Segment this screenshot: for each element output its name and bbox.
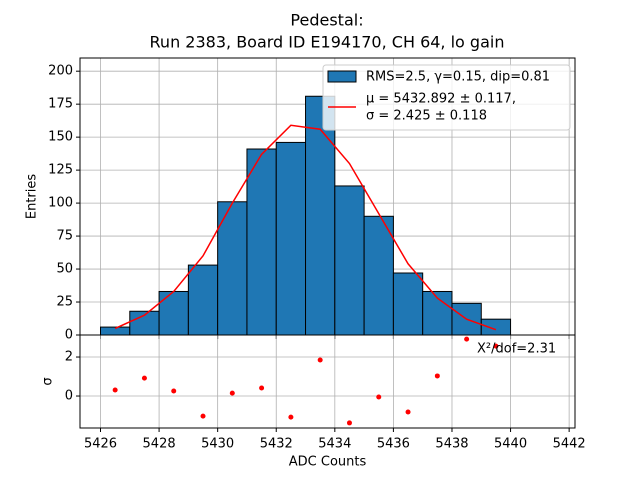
y-tick-label: 2: [65, 350, 73, 365]
residual-point: [434, 373, 440, 379]
y-tick-label: 0: [65, 328, 73, 343]
chart-title: Pedestal:: [290, 11, 363, 30]
legend-label: RMS=2.5, γ=0.15, dip=0.81: [366, 70, 550, 85]
legend-label: σ = 2.425 ± 0.118: [366, 109, 487, 124]
histogram-bar: [158, 290, 189, 336]
legend-patch: [327, 70, 357, 83]
y-tick-label: 25: [56, 295, 73, 310]
x-axis-label: ADC Counts: [289, 455, 367, 470]
residual-point: [112, 387, 118, 393]
residual-point: [200, 413, 206, 419]
chart-subtitle: Run 2383, Board ID E194170, CH 64, lo ga…: [150, 33, 505, 52]
y-axis-label: σ: [41, 377, 56, 385]
histogram-bar: [480, 318, 512, 336]
histogram-bar: [334, 185, 365, 336]
y-tick-label: 75: [56, 229, 73, 244]
annotation: X²/dof=2.31: [477, 342, 556, 357]
fit-line: [114, 124, 497, 331]
y-tick-label: 125: [48, 163, 73, 178]
histogram-bar: [363, 215, 394, 336]
residual-point: [259, 385, 265, 391]
x-tick-label: 5430: [201, 437, 234, 452]
histogram-bar: [275, 141, 307, 336]
x-tick-label: 5440: [494, 437, 527, 452]
x-tick-label: 5426: [84, 437, 117, 452]
residual-point: [317, 357, 323, 363]
x-tick-label: 5432: [260, 437, 293, 452]
x-tick-label: 5434: [318, 437, 351, 452]
x-tick-label: 5438: [435, 437, 468, 452]
x-tick-label: 5436: [377, 437, 410, 452]
histogram-bar: [246, 148, 277, 336]
legend-label: μ = 5432.892 ± 0.117,: [366, 92, 516, 107]
residual-point: [171, 388, 177, 394]
histogram-bar: [187, 264, 219, 336]
y-tick-label: 200: [48, 64, 73, 79]
residual-point: [141, 375, 147, 381]
x-tick-label: 5442: [553, 437, 586, 452]
residual-point: [405, 409, 411, 415]
histogram-bar: [305, 95, 336, 336]
y-tick-label: 100: [48, 196, 73, 211]
axes-frame: [79, 334, 576, 429]
residual-point: [464, 336, 470, 342]
x-tick-label: 5428: [143, 437, 176, 452]
y-tick-label: 50: [56, 262, 73, 277]
residual-point: [376, 394, 382, 400]
residual-point: [493, 343, 499, 349]
histogram-bar: [392, 272, 424, 336]
y-tick-label: 150: [48, 130, 73, 145]
y-axis-label: Entries: [25, 174, 40, 220]
residual-point: [346, 420, 352, 426]
y-tick-label: 175: [48, 97, 73, 112]
legend-box: [322, 64, 571, 131]
residual-point: [229, 390, 235, 396]
y-tick-label: 0: [65, 389, 73, 404]
residual-point: [288, 414, 294, 420]
